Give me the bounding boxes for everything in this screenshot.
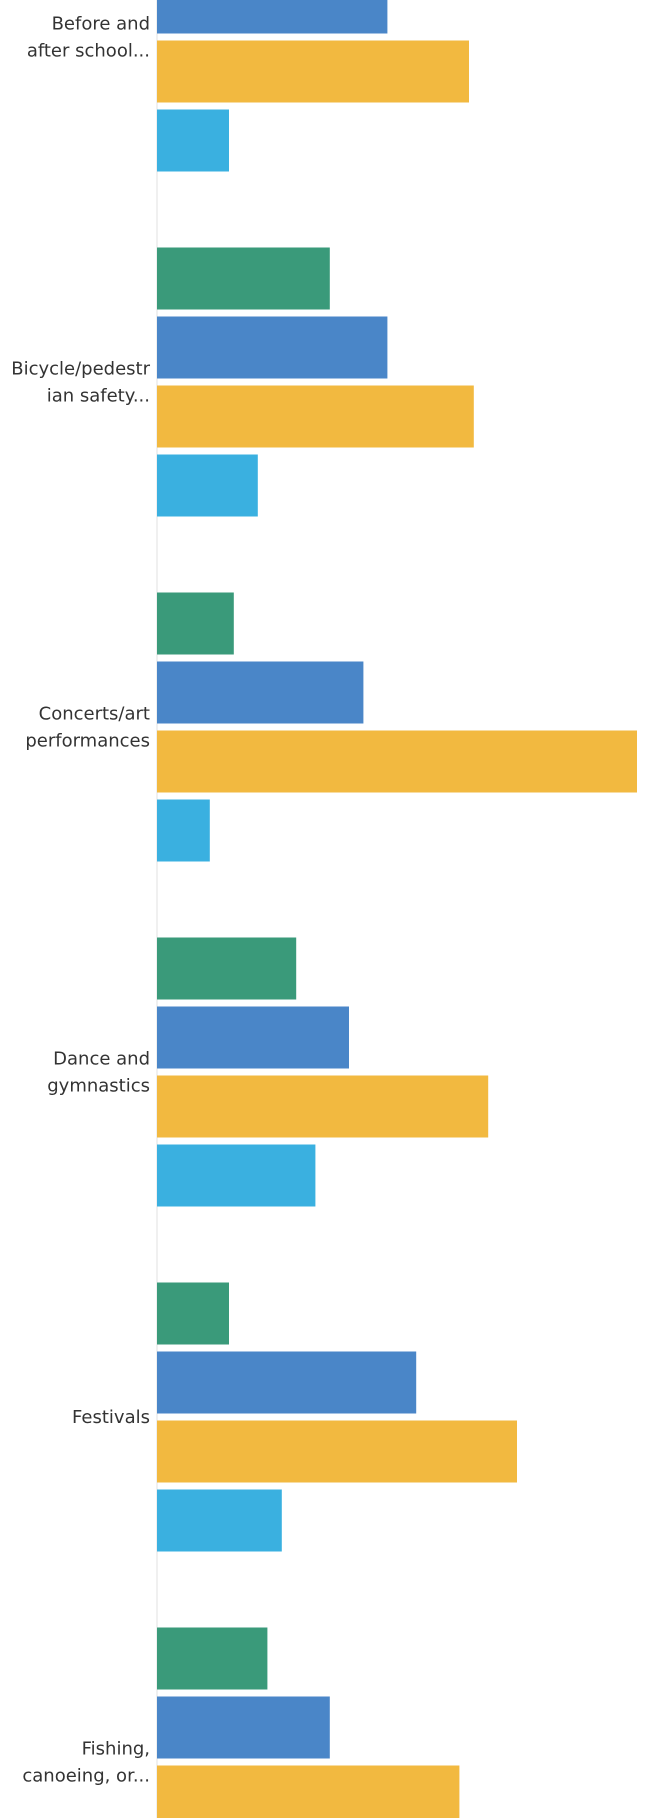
bar-6-series-2 (157, 1696, 330, 1759)
bar-5-series-3 (157, 1420, 517, 1483)
category-label-line: after school... (27, 41, 150, 62)
category-label: Dance and gymnastics (47, 1049, 150, 1097)
bar-6-series-1 (157, 1627, 268, 1690)
category-label-line: ian safety... (47, 386, 150, 407)
bar-5-series-2 (157, 1351, 417, 1414)
category-label-line: Before and (52, 14, 150, 35)
bar-3-series-2 (157, 661, 364, 724)
bar-2-series-3 (157, 385, 474, 448)
bar-4-series-3 (157, 1075, 489, 1138)
category-label-line: Concerts/art (39, 704, 150, 725)
category-label: Before and after school... (27, 14, 150, 62)
category-label-line: canoeing, or... (22, 1766, 150, 1787)
bar-3-series-3 (157, 730, 637, 793)
bar-2-series-4 (157, 454, 258, 517)
bar-3-series-1 (157, 592, 234, 655)
category-label: Concerts/art performances (25, 704, 150, 752)
bar-5-series-1 (157, 1282, 229, 1345)
bar-1-series-2 (157, 0, 388, 34)
category-labels-group: Before and after school... Bicycle/pedestr… (11, 14, 150, 1787)
bar-6-series-3 (157, 1765, 460, 1818)
bar-2-series-2 (157, 316, 388, 379)
category-label: Festivals (72, 1407, 150, 1428)
bar-1-series-4 (157, 109, 229, 172)
bar-5-series-4 (157, 1489, 282, 1552)
bars-group (157, 0, 637, 1818)
category-label-line: Fishing, (82, 1739, 150, 1760)
bar-3-series-4 (157, 799, 210, 862)
bar-2-series-1 (157, 247, 330, 310)
category-label-line: Dance and (53, 1049, 150, 1070)
category-label-line: Festivals (72, 1407, 150, 1428)
bar-4-series-4 (157, 1144, 316, 1207)
bar-1-series-3 (157, 40, 469, 103)
category-label-line: performances (25, 731, 150, 752)
category-label-line: Bicycle/pedestr (11, 359, 150, 380)
bar-4-series-1 (157, 937, 297, 1000)
category-label: Fishing, canoeing, or... (22, 1739, 150, 1787)
category-label: Bicycle/pedestr ian safety... (11, 359, 150, 407)
bar-4-series-2 (157, 1006, 349, 1069)
category-label-line: gymnastics (47, 1076, 150, 1097)
